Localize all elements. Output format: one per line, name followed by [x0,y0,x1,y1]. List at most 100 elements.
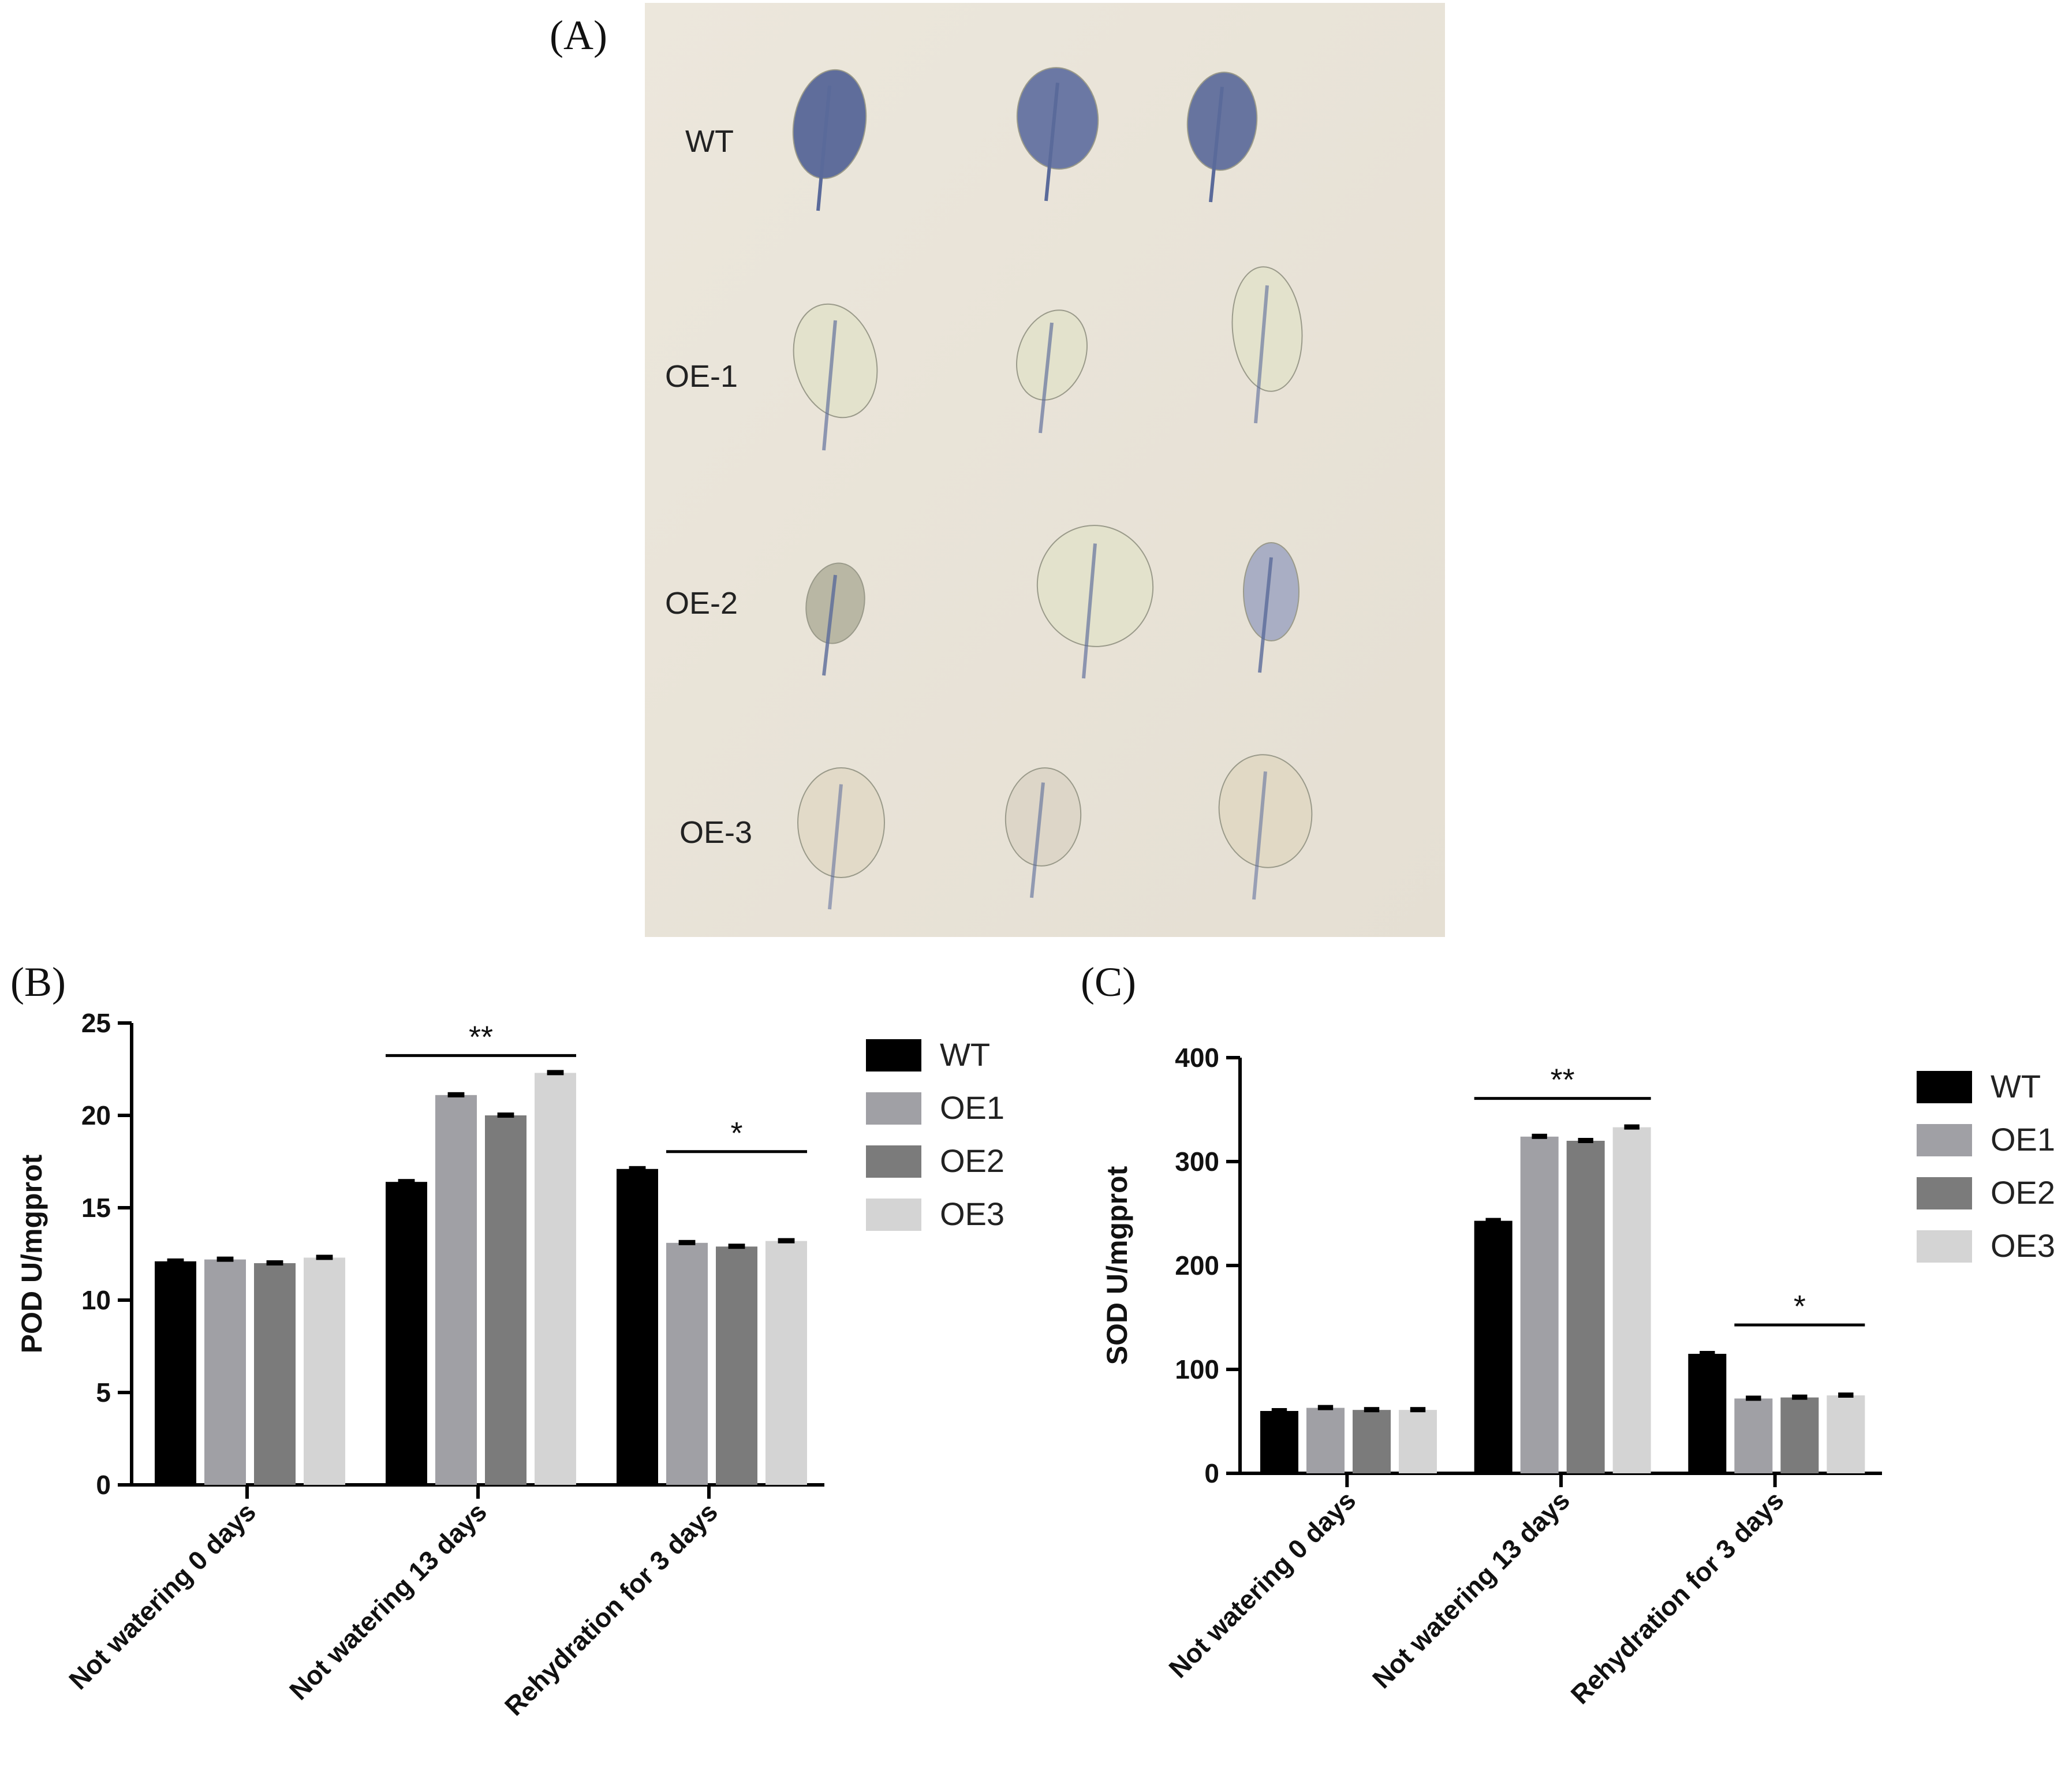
pod-bar-oe2-2 [716,1246,757,1485]
pod-error-cap [167,1258,184,1264]
sod-significance-marker: ** [1551,1063,1575,1097]
pod-legend-label-wt: WT [940,1036,990,1073]
sod-significance-marker: * [1794,1289,1806,1324]
pod-y-tick-label: 0 [96,1470,111,1500]
sod-legend-swatch-oe2 [1917,1177,1972,1209]
sod-error-cap [1792,1394,1808,1400]
pod-error-cap [216,1256,234,1262]
pod-chart: 0 5 10 15 20 25 POD U/mgprot Not watering 0 day… [16,1008,1005,1722]
leaf-midrib [1254,285,1269,424]
leaf-midrib [1030,782,1045,898]
pod-error-cap [266,1260,283,1265]
pod-significance-marker: * [730,1116,742,1151]
pod-bar-wt-1 [386,1182,427,1485]
sod-bar-oe3-0 [1399,1410,1437,1473]
leaf [797,767,885,878]
leaf [1218,754,1313,868]
sod-error-cap [1410,1407,1426,1413]
leaf-midrib [816,85,831,211]
pod-y-tick-label: 20 [81,1100,111,1130]
sod-bar-wt-1 [1474,1220,1513,1473]
sod-bar-wt-0 [1260,1411,1298,1473]
pod-legend-swatch-oe2 [866,1145,921,1178]
pod-legend-swatch-oe1 [866,1092,921,1125]
leaf [1016,67,1099,170]
sod-bar-oe3-1 [1612,1127,1651,1473]
pod-y-axis-label: POD U/mgprot [16,1154,48,1353]
pod-legend-label-oe3: OE3 [940,1196,1005,1232]
row-label-wt: WT [685,124,734,159]
leaf-midrib [1039,322,1054,434]
sod-y-tick-label: 0 [1204,1458,1219,1488]
sod-y-tick-label: 300 [1175,1147,1219,1177]
sod-legend-label-oe3: OE3 [1991,1227,2055,1264]
pod-category-label: Not watering 0 days [63,1496,262,1695]
panel-c-letter: (C) [1081,959,1136,1005]
sod-legend-swatch-oe1 [1917,1124,1972,1156]
row-label-oe3: OE-3 [679,815,752,850]
sod-bar-oe1-2 [1734,1398,1773,1473]
sod-error-cap [1364,1407,1380,1413]
pod-y-tick-label: 10 [81,1285,111,1315]
sod-legend-swatch-oe3 [1917,1230,1972,1263]
sod-bar-wt-2 [1688,1354,1727,1473]
pod-bar-oe2-1 [485,1115,526,1485]
leaf [1005,767,1082,867]
pod-error-cap [778,1238,795,1244]
sod-legend-swatch-wt [1917,1071,1972,1103]
leaf [793,303,878,419]
leaf-midrib [1082,543,1097,679]
pod-significance-marker: ** [469,1020,493,1054]
pod-bar-oe3-2 [765,1241,807,1485]
pod-error-cap [547,1070,564,1076]
row-label-oe2: OE-2 [665,586,738,621]
pod-legend-label-oe1: OE1 [940,1089,1005,1126]
leaf [1243,542,1300,641]
sod-legend-label-oe2: OE2 [1991,1174,2055,1211]
sod-error-cap [1317,1405,1334,1410]
leaf-midrib [1258,557,1273,673]
pod-error-cap [497,1112,514,1118]
sod-error-cap [1838,1392,1854,1398]
sod-error-cap [1271,1408,1287,1413]
pod-legend-swatch-wt [866,1039,921,1072]
sod-error-cap [1624,1124,1640,1130]
pod-error-cap [398,1179,415,1185]
leaf-midrib [822,574,837,676]
pod-y-tick-label: 25 [81,1008,111,1038]
leaf-midrib [1252,771,1267,900]
pod-bar-oe2-0 [254,1263,296,1485]
pod-category-label: Rehydration for 3 days [499,1496,723,1721]
sod-bar-oe2-2 [1780,1397,1819,1473]
sod-chart: 0 100 200 300 400 SOD U/mgprot Not watering 0 … [1101,1043,2055,1710]
sod-error-cap [1700,1351,1715,1356]
sod-legend-label-wt: WT [1991,1068,2041,1104]
leaf [1231,266,1303,392]
sod-bar-oe2-1 [1566,1141,1605,1473]
pod-category-label: Not watering 13 days [283,1496,492,1705]
pod-bar-oe1-1 [435,1095,477,1485]
leaf [1016,309,1088,401]
sod-bar-oe2-0 [1353,1410,1391,1473]
sod-bar-oe1-1 [1520,1136,1559,1473]
pod-y-tick-label: 15 [81,1193,111,1223]
panel-b-letter: (B) [10,959,66,1005]
leaf-midrib [822,320,837,451]
pod-error-cap [728,1244,745,1249]
panel-a-letter: (A) [550,12,607,58]
sod-y-tick-label: 100 [1175,1354,1219,1384]
pod-error-cap [316,1255,333,1260]
pod-bar-oe1-0 [204,1259,246,1485]
leaf [1186,72,1258,171]
pod-legend-label-oe2: OE2 [940,1143,1005,1179]
sod-legend-label-oe1: OE1 [1991,1121,2055,1158]
pod-bar-wt-0 [155,1261,196,1485]
sod-category-label: Rehydration for 3 days [1565,1485,1790,1709]
pod-bar-oe3-1 [535,1073,576,1485]
pod-bar-oe1-2 [666,1242,708,1485]
leaf-midrib [828,784,843,910]
sod-category-label: Not watering 0 days [1163,1485,1361,1683]
pod-error-cap [678,1240,696,1245]
pod-error-cap [629,1166,646,1171]
sod-error-cap [1485,1218,1501,1223]
